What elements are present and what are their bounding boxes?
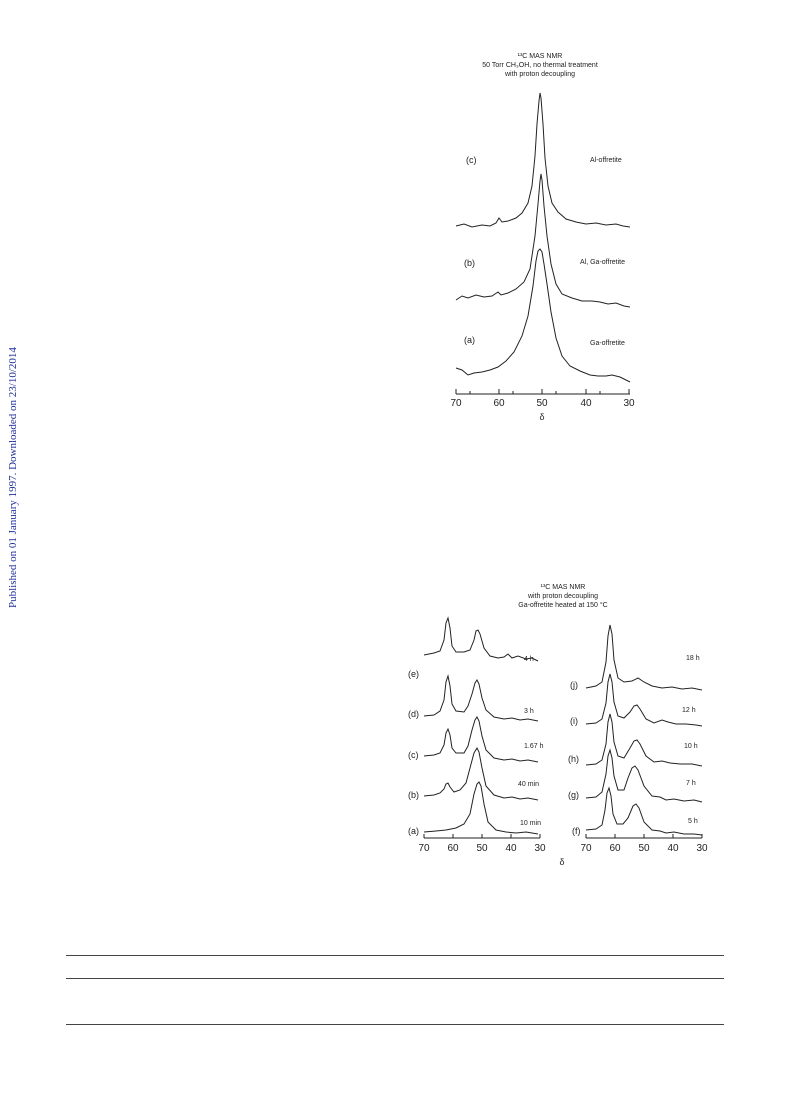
fig2-left-tick-60: 60 — [447, 843, 459, 854]
fig2-title-line-2: with proton decoupling — [527, 593, 598, 600]
figure-2: ¹³C MAS NMR with proton decoupling Ga-of… — [400, 578, 710, 870]
figure-2-plot: ¹³C MAS NMR with proton decoupling Ga-of… — [408, 584, 708, 867]
fig1-tick-50: 50 — [536, 398, 548, 409]
fig2-time-d: 3 h — [524, 708, 534, 715]
fig1-ticks — [455, 389, 630, 394]
download-note-text: Published on 01 January 1997. Downloaded… — [7, 344, 19, 608]
fig2-time-j: 18 h — [686, 655, 700, 662]
fig2-right-tick-60: 60 — [609, 843, 621, 854]
fig2-trace-i — [585, 673, 703, 727]
fig2-tag-a: (a) — [408, 826, 419, 836]
fig2-tag-c: (c) — [408, 750, 419, 760]
figure-1: ¹³C MAS NMR 50 Torr CH₃OH, no thermal tr… — [440, 46, 650, 426]
download-note: Published on 01 January 1997. Downloaded… — [7, 344, 19, 608]
fig1-title-line-3: with proton decoupling — [504, 71, 575, 78]
fig2-left-tick-70: 70 — [418, 843, 430, 854]
fig2-right-tick-50: 50 — [638, 843, 650, 854]
fig2-right-tick-70: 70 — [580, 843, 592, 854]
fig1-title-line-1: ¹³C MAS NMR — [518, 53, 563, 60]
fig2-title-line-1: ¹³C MAS NMR — [541, 584, 586, 591]
fig2-time-b: 40 min — [518, 781, 539, 788]
fig1-tag-b: (b) — [464, 258, 475, 268]
table-rule-top — [66, 955, 724, 956]
fig2-right-ticks — [585, 834, 703, 838]
fig2-trace-g — [585, 748, 703, 803]
fig2-x-label: δ — [559, 857, 564, 867]
fig2-time-e: 4 h — [524, 656, 534, 663]
fig1-tag-c: (c) — [466, 155, 477, 165]
fig1-sample-c: Al-offretite — [590, 157, 622, 164]
fig1-title-line-2: 50 Torr CH₃OH, no thermal treatment — [482, 62, 598, 69]
fig2-left-ticks — [423, 834, 541, 838]
fig2-time-c: 1.67 h — [524, 743, 544, 750]
fig2-left-tick-40: 40 — [505, 843, 517, 854]
fig1-tick-40: 40 — [580, 398, 592, 409]
fig2-tag-g: (g) — [568, 790, 579, 800]
fig2-trace-c — [423, 716, 539, 763]
fig2-tag-i: (i) — [570, 716, 578, 726]
fig1-x-label: δ — [539, 412, 544, 422]
fig2-time-h: 10 h — [684, 743, 698, 750]
fig2-tag-f: (f) — [572, 826, 581, 836]
fig1-tick-60: 60 — [493, 398, 505, 409]
fig2-time-f: 5 h — [688, 818, 698, 825]
fig2-trace-b — [423, 746, 539, 801]
fig2-left-tick-30: 30 — [534, 843, 546, 854]
fig2-trace-j — [585, 624, 703, 691]
fig1-tick-30: 30 — [623, 398, 635, 409]
fig2-trace-a — [423, 781, 539, 835]
fig2-time-g: 7 h — [686, 780, 696, 787]
fig2-right-tick-40: 40 — [667, 843, 679, 854]
fig2-trace-e — [423, 616, 539, 662]
fig1-trace-c — [455, 92, 631, 228]
fig1-trace-b — [455, 173, 631, 308]
fig2-tag-b: (b) — [408, 790, 419, 800]
fig2-tag-j: (j) — [570, 680, 578, 690]
fig2-tag-h: (h) — [568, 754, 579, 764]
fig2-title-line-3: Ga-offretite heated at 150 °C — [518, 601, 607, 609]
table-rule-bottom — [66, 1024, 724, 1025]
fig1-tick-70: 70 — [450, 398, 462, 409]
fig2-time-a: 10 min — [520, 820, 541, 827]
fig2-left-tick-50: 50 — [476, 843, 488, 854]
fig2-trace-h — [585, 713, 703, 767]
fig1-sample-a: Ga-offretite — [590, 340, 625, 347]
fig2-right-tick-30: 30 — [696, 843, 708, 854]
fig2-tag-d: (d) — [408, 709, 419, 719]
table-rule-middle — [66, 978, 724, 979]
fig2-time-i: 12 h — [682, 707, 696, 714]
fig1-trace-a — [455, 248, 631, 383]
fig1-tag-a: (a) — [464, 335, 475, 345]
fig2-tag-e: (e) — [408, 669, 419, 679]
figure-1-plot: ¹³C MAS NMR 50 Torr CH₃OH, no thermal tr… — [450, 53, 635, 422]
fig2-trace-d — [423, 674, 539, 722]
fig2-trace-f — [585, 786, 703, 836]
fig1-sample-b: Al, Ga-offretite — [580, 259, 625, 266]
